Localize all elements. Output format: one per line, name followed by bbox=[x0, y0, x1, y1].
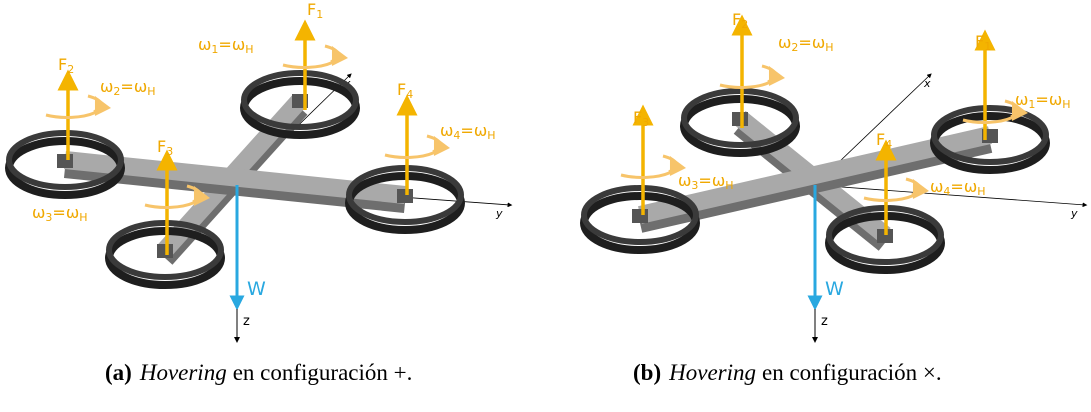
spin-arrow bbox=[283, 46, 339, 67]
thrust-symbol: F bbox=[397, 80, 406, 99]
thrust-symbol: F bbox=[58, 55, 67, 74]
rate-equals: =ω bbox=[460, 121, 487, 140]
spin-arrow bbox=[621, 156, 677, 177]
thrust-label: F1 bbox=[975, 32, 991, 53]
rate-label: ω3=ωH bbox=[678, 171, 734, 192]
rate-index: 2 bbox=[791, 41, 798, 54]
spin-arrow bbox=[720, 66, 776, 87]
rate-index: 4 bbox=[453, 129, 460, 142]
thrust-symbol: F bbox=[975, 32, 984, 51]
caption-emph: Hovering bbox=[668, 360, 756, 385]
rate-symbol: ω bbox=[440, 121, 453, 140]
rate-index: H bbox=[79, 211, 87, 224]
axis-label: z bbox=[243, 314, 250, 329]
rate-index: H bbox=[977, 185, 985, 198]
thrust-index: 1 bbox=[984, 40, 991, 53]
axis-label: y bbox=[495, 207, 503, 220]
motor-hub bbox=[397, 189, 413, 203]
rate-symbol: ω bbox=[678, 171, 691, 190]
motor-hub bbox=[157, 244, 173, 258]
rate-label: ω1=ωH bbox=[1015, 90, 1071, 111]
rate-equals: =ω bbox=[52, 203, 79, 222]
caption-emph: Hovering bbox=[139, 360, 227, 385]
rate-label: ω2=ωH bbox=[100, 77, 156, 98]
caption-tag: (b) bbox=[633, 360, 661, 385]
motor-hub bbox=[632, 209, 648, 223]
rate-symbol: ω bbox=[1015, 90, 1028, 109]
thrust-index: 3 bbox=[642, 116, 649, 129]
thrust-index: 2 bbox=[741, 18, 748, 31]
spin-arrow bbox=[864, 179, 920, 200]
thrust-index: 4 bbox=[885, 138, 892, 151]
rate-symbol: ω bbox=[778, 33, 791, 52]
spin-arrow bbox=[46, 96, 102, 117]
thrust-index: 3 bbox=[166, 145, 173, 158]
rate-index: H bbox=[487, 129, 495, 142]
axis-label: y bbox=[1070, 207, 1078, 220]
rate-index: H bbox=[1062, 98, 1070, 111]
thrust-index: 4 bbox=[406, 88, 413, 101]
motor-hub bbox=[57, 154, 73, 168]
thrust-label: F4 bbox=[397, 80, 413, 101]
rate-index: H bbox=[725, 179, 733, 192]
thrust-symbol: F bbox=[307, 0, 316, 19]
spin-arrow bbox=[145, 186, 201, 207]
motor-hub bbox=[732, 112, 748, 126]
thrust-label: F3 bbox=[633, 108, 649, 129]
caption-text: en configuración ×. bbox=[762, 360, 942, 385]
rate-label: ω4=ωH bbox=[440, 121, 496, 142]
rate-index: H bbox=[245, 43, 253, 56]
rate-label: ω4=ωH bbox=[930, 177, 986, 198]
rate-label: ω1=ωH bbox=[198, 35, 254, 56]
thrust-symbol: F bbox=[633, 108, 642, 127]
rate-index: 3 bbox=[691, 179, 698, 192]
thrust-symbol: F bbox=[732, 10, 741, 29]
rate-equals: =ω bbox=[950, 177, 977, 196]
weight-label: W bbox=[247, 278, 266, 300]
caption-text: en configuración +. bbox=[233, 360, 413, 385]
rate-index: H bbox=[825, 41, 833, 54]
rate-label: ω3=ωH bbox=[32, 203, 88, 224]
rate-equals: =ω bbox=[698, 171, 725, 190]
rate-index: 2 bbox=[113, 85, 120, 98]
thrust-index: 1 bbox=[316, 8, 323, 21]
thrust-label: F2 bbox=[732, 10, 748, 31]
thrust-symbol: F bbox=[157, 137, 166, 156]
thrust-index: 2 bbox=[67, 63, 74, 76]
thrust-label: F2 bbox=[58, 55, 74, 76]
rate-label: ω2=ωH bbox=[778, 33, 834, 54]
rate-symbol: ω bbox=[32, 203, 45, 222]
rate-symbol: ω bbox=[198, 35, 211, 54]
axis-label: x bbox=[923, 77, 931, 90]
rate-symbol: ω bbox=[100, 77, 113, 96]
caption-tag: (a) bbox=[105, 360, 132, 385]
rate-index: 1 bbox=[1028, 98, 1035, 111]
thrust-label: F3 bbox=[157, 137, 173, 158]
rate-index: 4 bbox=[943, 185, 950, 198]
rate-index: 3 bbox=[45, 211, 52, 224]
axis-label: z bbox=[821, 314, 828, 329]
rate-equals: =ω bbox=[1035, 90, 1062, 109]
rate-symbol: ω bbox=[930, 177, 943, 196]
weight-label: W bbox=[825, 278, 844, 300]
rate-equals: =ω bbox=[218, 35, 245, 54]
thrust-symbol: F bbox=[876, 130, 885, 149]
rate-equals: =ω bbox=[120, 77, 147, 96]
thrust-label: F1 bbox=[307, 0, 323, 21]
thrust-label: F4 bbox=[876, 130, 892, 151]
spin-arrow bbox=[385, 136, 441, 157]
figure: xyWzF1F2F3F4ω1=ωHω2=ωHω3=ωHω4=ωH(a)Hover… bbox=[0, 0, 1091, 412]
rate-index: H bbox=[147, 85, 155, 98]
rate-equals: =ω bbox=[798, 33, 825, 52]
rate-index: 1 bbox=[211, 43, 218, 56]
